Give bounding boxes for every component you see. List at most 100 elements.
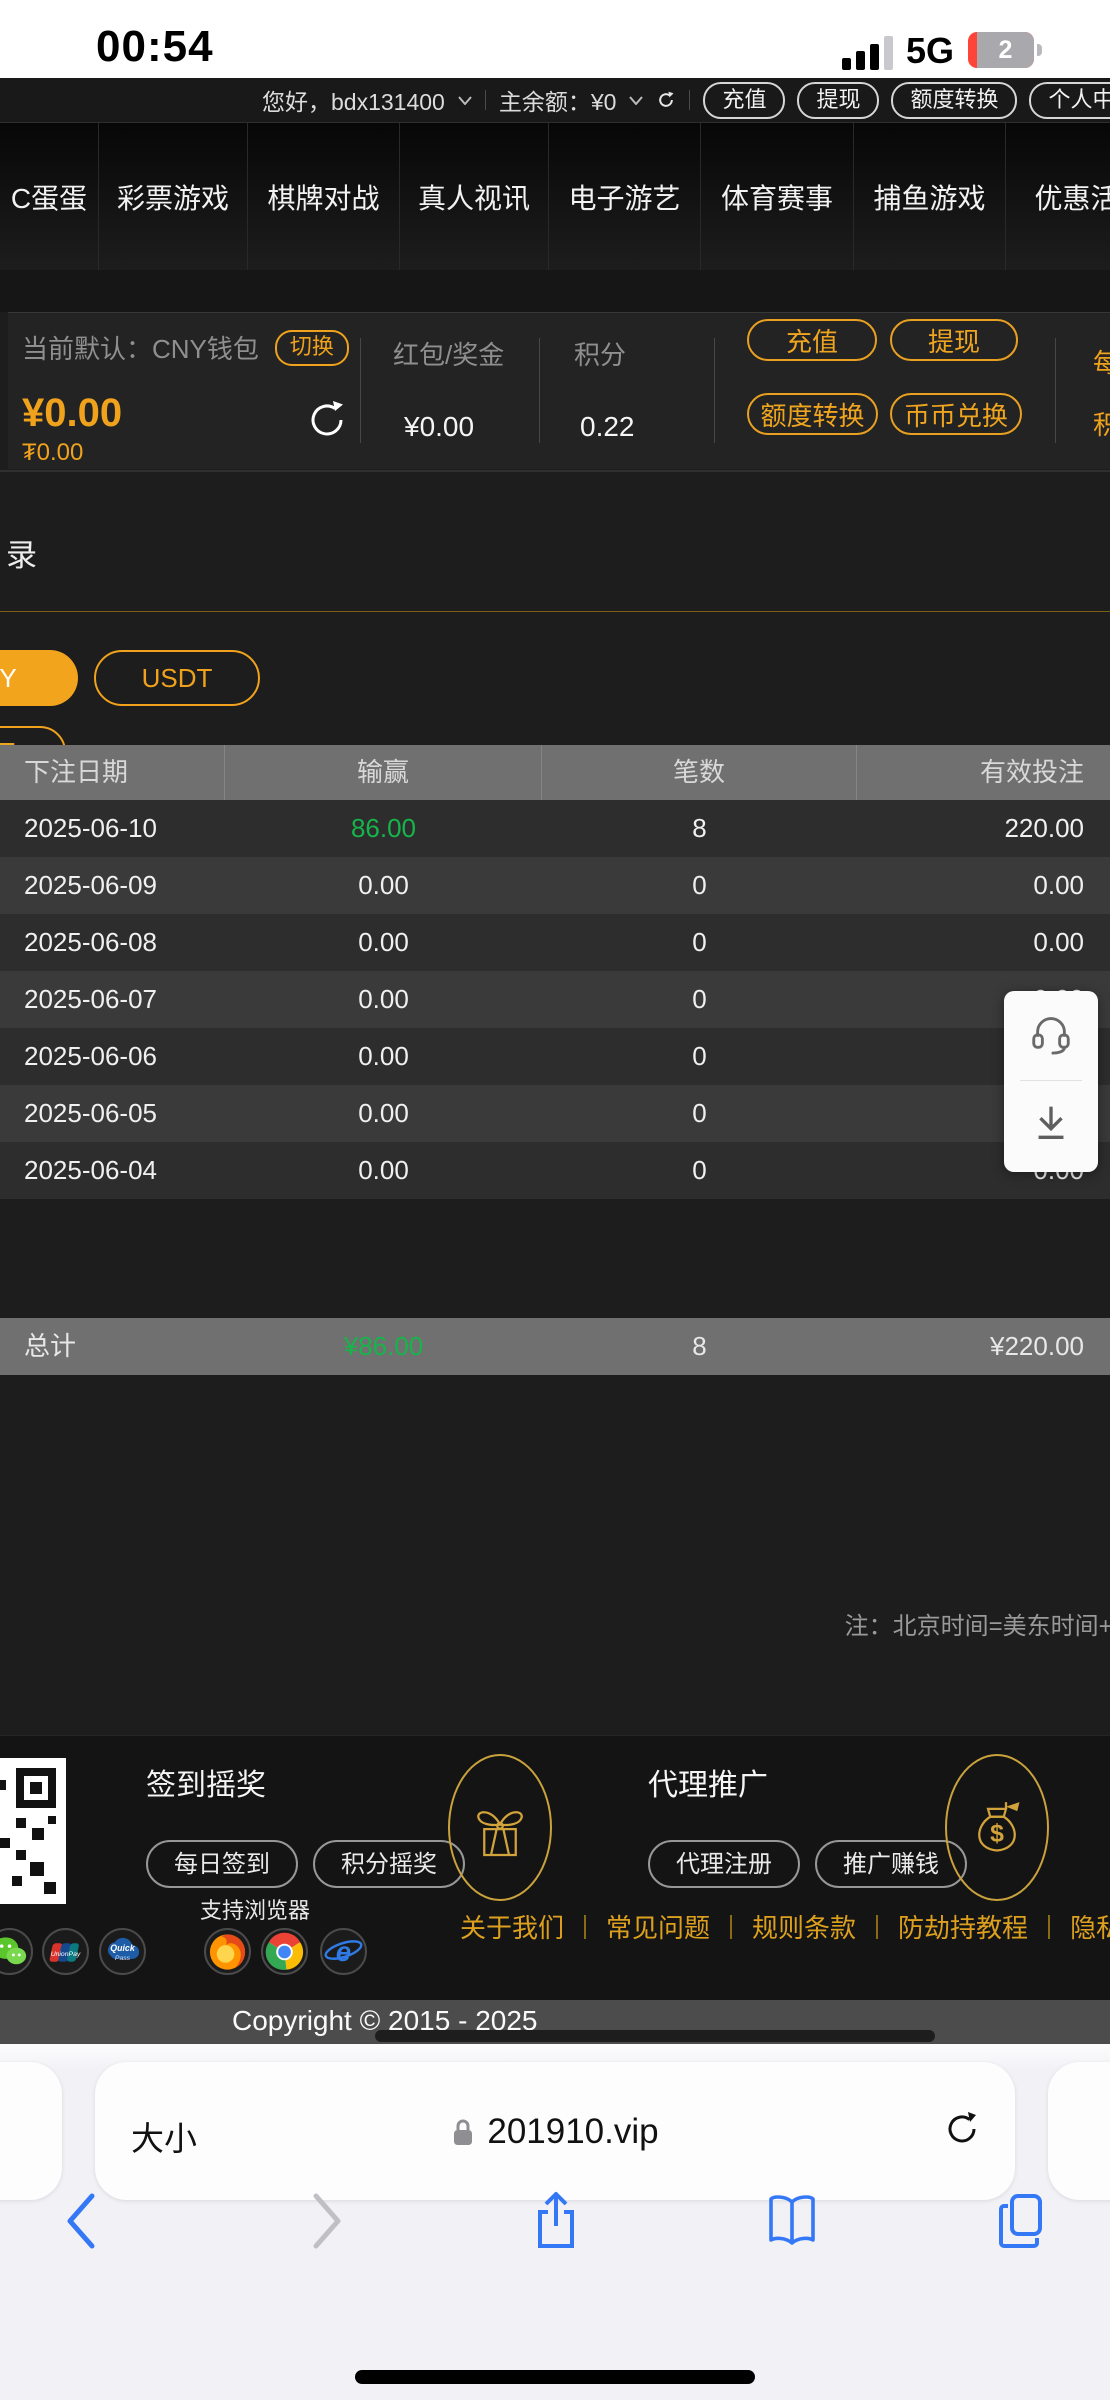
reload-icon[interactable] [943, 2110, 981, 2148]
adjacent-tab-card-left[interactable] [0, 2062, 62, 2200]
nav-item[interactable]: 体育赛事 [701, 123, 854, 270]
header-action-button[interactable]: 个人中心 [1029, 81, 1110, 119]
bonus-value: ¥0.00 [404, 411, 475, 442]
footer-link[interactable]: 规则条款 [752, 1913, 857, 1943]
tab-currency-cny[interactable]: Y [0, 650, 78, 706]
cell-date: 2025-06-06 [24, 1041, 157, 1071]
adjacent-tab-card-right[interactable] [1048, 2062, 1110, 2200]
lock-icon [454, 2119, 473, 2145]
cellular-signal-icon [842, 36, 893, 70]
cell-win: 0.00 [358, 1155, 409, 1185]
header-buttons: 充值提现额度转换个人中心 [703, 81, 1110, 119]
battery-tip [1037, 44, 1042, 56]
site-footer: 签到摇奖 每日签到 积分摇奖 代理推广 代理注册 推广赚钱 [0, 1735, 1110, 2001]
main-nav: C蛋蛋彩票游戏棋牌对战真人视讯电子游艺体育赛事捕鱼游戏优惠活动 [0, 122, 1110, 270]
nav-item[interactable]: C蛋蛋 [0, 123, 99, 270]
site-header: 您好，bdx131400 主余额：¥0 充值提现额度转换个人中心 [0, 78, 1110, 122]
divider [1020, 1080, 1082, 1081]
forward-button[interactable] [298, 2190, 350, 2252]
footer-link[interactable]: 关于我们 [460, 1913, 565, 1943]
network-type-label: 5G [906, 30, 955, 71]
header-action-button[interactable]: 额度转换 [891, 81, 1018, 119]
footer-link[interactable]: 隐私政策 [1070, 1913, 1110, 1943]
nav-item[interactable]: 电子游艺 [549, 123, 701, 270]
wallet-panel: 当前默认：CNY钱包 切换 ¥0.00 ₮0.00 红包/奖金 ¥0.00 积分… [8, 312, 1110, 469]
divider [360, 338, 361, 443]
usdt-balance: ₮0.00 [22, 439, 84, 466]
back-button[interactable] [58, 2190, 110, 2252]
cell-valid: 0.00 [1033, 927, 1084, 957]
bookmarks-button[interactable] [766, 2190, 818, 2252]
link-separator [730, 1914, 733, 1939]
points-value: 0.22 [580, 411, 635, 442]
gold-divider [0, 611, 1110, 612]
table-row: 2025-06-05 0.00 0 0.00 [0, 1085, 1110, 1142]
home-indicator[interactable] [355, 2370, 755, 2384]
footer-action-button[interactable]: 代理注册 [648, 1840, 800, 1888]
cell-win: 86.00 [350, 813, 417, 843]
points-label: 积分 [574, 340, 627, 370]
divider [714, 338, 715, 443]
default-wallet-label: 当前默认：CNY钱包 [22, 334, 259, 364]
cell-date: 2025-06-09 [24, 870, 157, 900]
timezone-note: 注：北京时间=美东时间+1 [844, 1613, 1110, 1640]
address-bar[interactable]: 大小 201910.vip [95, 2062, 1015, 2200]
nav-item[interactable]: 彩票游戏 [99, 123, 248, 270]
url-text[interactable]: 201910.vip [487, 2112, 659, 2151]
cny-balance: ¥0.00 [22, 391, 123, 435]
svg-text:$: $ [990, 1820, 1004, 1847]
records-table-body: 2025-06-10 86.00 8 220.00 2025-06-09 0.0… [0, 800, 1110, 1199]
signin-buttons: 每日签到 积分摇奖 [146, 1840, 465, 1888]
footer-action-button[interactable]: 推广赚钱 [815, 1840, 967, 1888]
nav-item[interactable]: 优惠活动 [1006, 123, 1110, 270]
svg-text:Quick: Quick [110, 1943, 136, 1953]
footer-action-button[interactable]: 积分摇奖 [313, 1840, 465, 1888]
wallet-action-button[interactable]: 提现 [890, 319, 1018, 361]
nav-item[interactable]: 真人视讯 [400, 123, 549, 270]
edge-partial-text: 积 [1093, 410, 1110, 440]
customer-service-icon[interactable] [1028, 1009, 1074, 1055]
wallet-action-button[interactable]: 币币兑换 [890, 393, 1022, 435]
header-action-button[interactable]: 充值 [703, 81, 786, 119]
cell-count: 8 [692, 813, 707, 843]
nav-item[interactable]: 捕鱼游戏 [854, 123, 1006, 270]
tabs-button[interactable] [996, 2190, 1048, 2252]
refresh-icon[interactable] [656, 90, 676, 110]
share-button[interactable] [530, 2190, 582, 2252]
signin-lottery-title: 签到摇奖 [146, 1769, 266, 1802]
ios-status-bar: 00:54 5G 2 [0, 0, 1110, 78]
table-header: 下注日期 输赢 笔数 有效投注 [0, 745, 1110, 800]
svg-text:UnionPay: UnionPay [51, 1950, 81, 1957]
download-icon[interactable] [1028, 1099, 1074, 1145]
records-title-partial: 录 [6, 538, 37, 573]
chevron-down-icon [458, 95, 472, 105]
money-bag-icon: $ [945, 1754, 1049, 1901]
divider [1055, 338, 1056, 443]
cell-win: 0.00 [358, 870, 409, 900]
wallet-action-button[interactable]: 额度转换 [747, 393, 878, 435]
tab-currency-usdt[interactable]: USDT [94, 650, 260, 706]
svg-text:e: e [336, 1935, 351, 1966]
divider [689, 90, 691, 110]
text-size-button[interactable]: 大小 [131, 2120, 197, 2157]
nav-item[interactable]: 棋牌对战 [248, 123, 400, 270]
cell-date: 2025-06-04 [24, 1155, 157, 1185]
user-greeting[interactable]: 您好，bdx131400 [262, 89, 445, 115]
agent-buttons: 代理注册 推广赚钱 [648, 1840, 967, 1888]
cell-date: 2025-06-10 [24, 813, 157, 843]
header-action-button[interactable]: 提现 [797, 81, 880, 119]
chevron-down-icon[interactable] [629, 95, 644, 105]
horizontal-scrollbar[interactable] [375, 2030, 935, 2042]
refresh-balance-icon[interactable] [304, 397, 350, 443]
footer-action-button[interactable]: 每日签到 [146, 1840, 298, 1888]
switch-wallet-button[interactable]: 切换 [274, 329, 349, 366]
qr-code-icon [0, 1758, 66, 1904]
footer-link[interactable]: 常见问题 [606, 1913, 711, 1943]
cell-count: 0 [692, 1098, 707, 1128]
footer-link[interactable]: 防劫持教程 [898, 1913, 1029, 1943]
col-header-count: 笔数 [542, 745, 857, 800]
wallet-action-button[interactable]: 充值 [747, 319, 877, 361]
table-row: 2025-06-04 0.00 0 0.00 [0, 1142, 1110, 1199]
footer-links: 关于我们 常见问题 规则条款 防劫持教程 隐私政策 [460, 1908, 1110, 1945]
